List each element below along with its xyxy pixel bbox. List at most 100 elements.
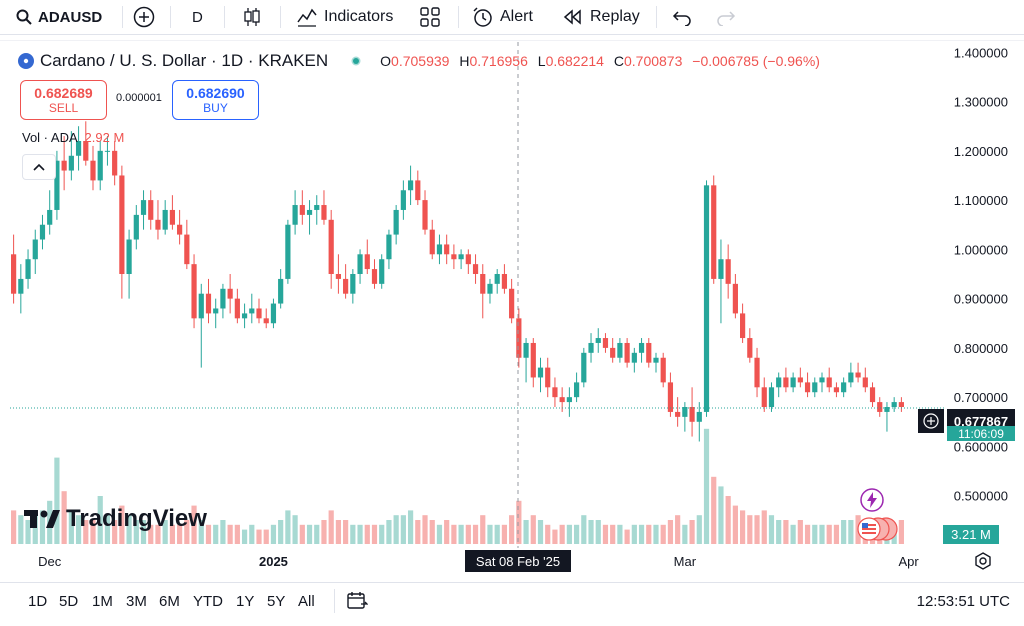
range-button-5y[interactable]: 5Y [267,593,286,610]
candle-body [841,382,847,393]
volume-bar [509,515,515,544]
candle [234,288,240,324]
volume-bar [11,510,17,544]
range-button-ytd[interactable]: YTD [193,593,223,610]
candle-body [754,357,760,388]
volume-bar [97,496,103,544]
range-button-all[interactable]: All [298,593,315,610]
candle-body [191,264,197,319]
sell-button[interactable]: 0.682689 SELL [20,80,107,120]
redo-button[interactable] [716,0,736,34]
candle-body [877,402,883,412]
candle [39,214,46,250]
volume-bar [530,515,536,544]
volume-bar [819,524,825,544]
candle-body [270,303,277,324]
candle-body [213,308,219,314]
collapse-legend-button[interactable] [22,154,56,180]
indicators-button[interactable]: Indicators [296,0,393,34]
replay-button[interactable]: Replay [562,0,640,34]
x-tick-label: Apr [898,554,919,569]
volume-bar [768,515,775,544]
candle [213,298,219,329]
range-button-1m[interactable]: 1M [92,593,113,610]
volume-bar [465,524,471,544]
volume-bar [25,520,31,544]
candle [653,352,659,373]
volume-value: 2.92 M [84,130,125,145]
volume-bar [364,524,370,544]
volume-bar [898,520,904,544]
volume-bar [285,510,291,544]
indicators-label: Indicators [324,8,394,25]
range-button-3m[interactable]: 3M [126,593,147,610]
volume-bar [718,486,724,544]
candle [350,269,356,304]
candle-body [306,209,313,215]
candle [530,338,536,388]
candle-body [797,377,803,383]
candle [480,264,486,319]
candle [689,387,695,437]
candle [472,254,479,284]
events-icons[interactable] [856,488,900,546]
volume-bar [140,520,147,544]
candle [299,190,305,225]
candle-body [530,342,536,378]
range-button-6m[interactable]: 6M [159,593,180,610]
candle-body [379,259,385,284]
candle [32,229,38,274]
range-button-1d[interactable]: 1D [28,593,48,610]
candle-body [429,229,435,255]
price-chart[interactable]: 1.400000 1.300000 1.200000 1.100000 1.000000… [0,40,1024,576]
alarm-clock-icon [473,7,492,27]
volume-bar [256,529,262,544]
symbol-search[interactable]: ADAUSD [16,0,102,34]
compare-button[interactable] [133,0,155,34]
candle-body [725,259,731,284]
chart-settings-button[interactable] [974,552,994,572]
candle-body [711,185,717,279]
candle [552,377,558,408]
volume-bar [711,476,717,544]
chart-legend: Cardano / U. S. Dollar · 1D · KRAKEN O0.… [18,51,826,71]
high-value: 0.716956 [469,53,528,69]
undo-button[interactable] [672,0,692,34]
candle [11,234,17,304]
utc-clock[interactable]: 12:53:51 UTC [916,593,1010,610]
chart-type-button[interactable] [241,0,263,34]
candle-body [487,283,493,294]
candle-body [790,377,796,388]
redo-icon [717,11,736,26]
candle [768,382,775,412]
price-badge-value: 0.677867 [953,413,1009,429]
plus-circle-icon [923,413,939,429]
bottom-toolbar: 1D 5D 1M 3M 6M YTD 1Y 5Y All 12:53:51 UTC [0,582,1024,619]
volume-bar [133,520,139,544]
candle [285,219,291,284]
volume-bar [436,524,443,544]
range-button-5d[interactable]: 5D [59,593,79,610]
add-alert-button[interactable] [918,409,944,433]
x-tick-label: Dec [38,554,62,569]
volume-bar [220,520,226,544]
interval-button[interactable]: D [192,0,203,34]
candle-body [667,382,674,412]
layouts-button[interactable] [419,0,441,34]
range-button-1y[interactable]: 1Y [236,593,255,610]
alert-button[interactable]: Alert [472,0,533,34]
candle [740,303,746,343]
volume-bar [761,510,767,544]
candle-body [350,274,356,294]
volume-bar [61,491,67,544]
candle-body [444,244,450,255]
candle-body [11,254,17,294]
candle-body [61,160,67,171]
candle [516,308,522,368]
date-range-button[interactable] [346,590,369,617]
candle [646,338,652,368]
candle [595,328,601,353]
volume-bar [537,520,544,544]
volume-bar [790,524,796,544]
buy-button[interactable]: 0.682690 BUY [172,80,259,120]
